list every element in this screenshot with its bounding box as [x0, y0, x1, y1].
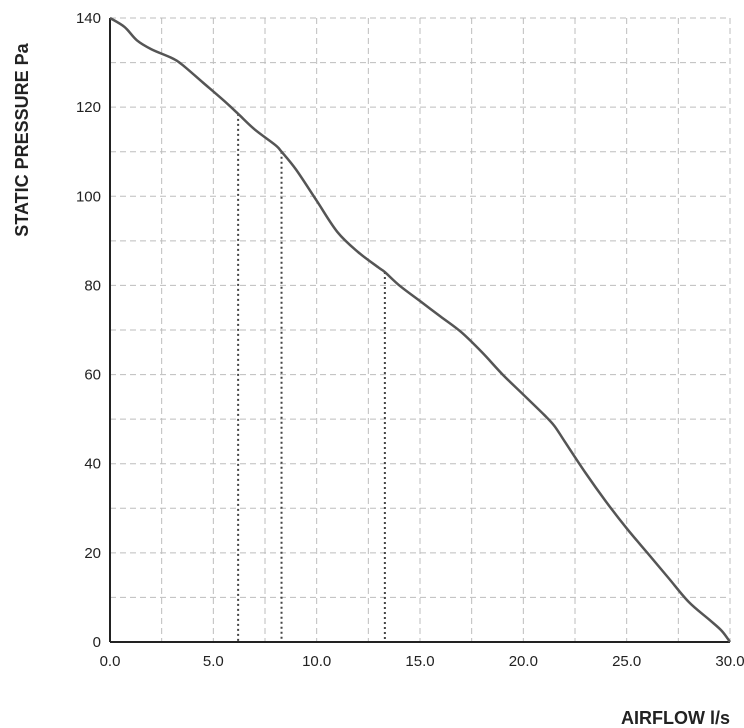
grid: [110, 17, 731, 642]
y-tick-label: 40: [84, 456, 101, 473]
y-tick-label: 0: [93, 634, 101, 651]
x-tick-label: 15.0: [405, 653, 434, 670]
y-tick-label: 100: [76, 188, 101, 205]
x-tick-label: 0.0: [100, 653, 121, 670]
x-tick-label: 5.0: [203, 653, 224, 670]
x-tick-label: 10.0: [302, 653, 331, 670]
x-tick-label: 30.0: [715, 653, 744, 670]
curve: [109, 16, 732, 643]
y-tick-label: 140: [76, 10, 101, 27]
x-tick-label: 20.0: [509, 653, 538, 670]
y-tick-label: 20: [84, 545, 101, 562]
axes: [109, 18, 730, 643]
y-axis-title: STATIC PRESSURE Pa: [12, 42, 32, 236]
y-tick-label: 120: [76, 99, 101, 116]
x-axis-title: AIRFLOW l/s: [621, 708, 730, 728]
x-tick-label: 25.0: [612, 653, 641, 670]
y-tick-label: 80: [84, 277, 101, 294]
tick-labels: 0 20 40 60 80 100 120 140 0.0 5.0 10.0 15.0 20.0 25.0…: [76, 10, 744, 670]
pressure-curve-line: [109, 16, 732, 643]
drop-lines: [237, 113, 386, 642]
y-tick-label: 60: [84, 367, 101, 384]
